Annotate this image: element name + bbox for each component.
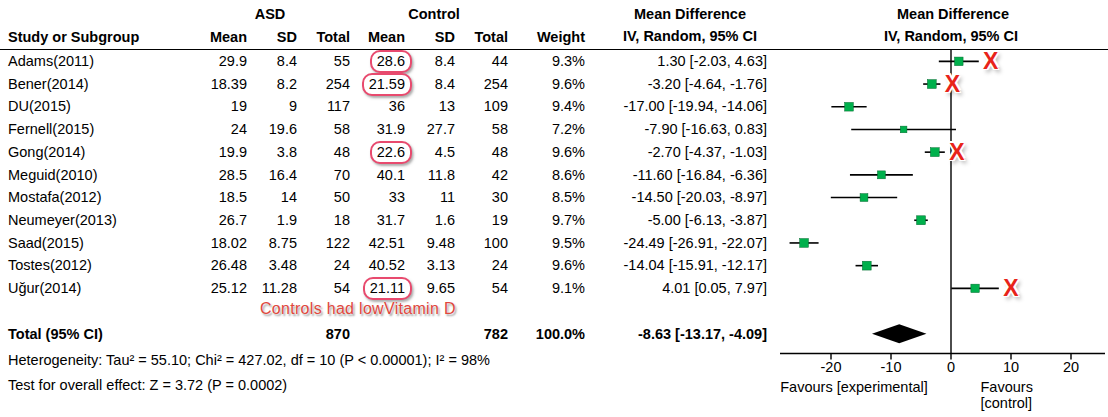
effect-square <box>860 194 868 202</box>
effect-square <box>800 239 809 248</box>
axis-tick-label: -20 <box>821 359 842 375</box>
effect-square <box>971 284 979 292</box>
axis-tick-label: 10 <box>1003 359 1019 375</box>
effect-square <box>845 102 854 111</box>
red-x-mark: X <box>939 73 965 96</box>
axis-tick-label: -10 <box>881 359 902 375</box>
forest-plot-svg <box>0 0 1108 417</box>
forest-plot-figure: ASD Control Mean Difference Mean Differe… <box>0 0 1108 417</box>
pooled-effect-diamond <box>872 324 926 343</box>
effect-square <box>877 171 885 179</box>
effect-square <box>927 80 936 89</box>
red-x-mark: X <box>978 50 1004 73</box>
effect-square <box>900 126 907 133</box>
effect-square <box>917 216 926 225</box>
red-x-mark: X <box>944 141 970 164</box>
effect-square <box>955 57 964 66</box>
red-x-mark: X <box>998 277 1024 300</box>
effect-square <box>862 261 871 270</box>
effect-square <box>930 148 939 157</box>
axis-tick-label: 0 <box>947 359 955 375</box>
axis-tick-label: 20 <box>1063 359 1079 375</box>
